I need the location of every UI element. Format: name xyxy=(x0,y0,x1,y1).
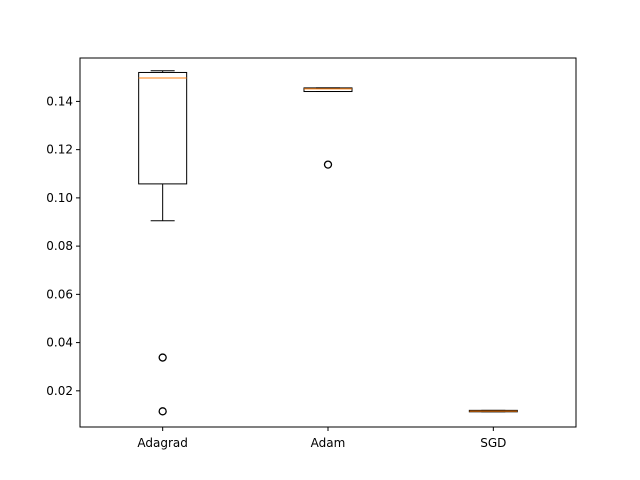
box-group-adam xyxy=(303,87,353,169)
outlier-point xyxy=(158,353,167,362)
y-axis: 0.02 0.04 0.06 0.08 0.10 0.12 0.14 xyxy=(46,94,80,398)
y-tick-label: 0.12 xyxy=(46,143,73,157)
y-tick-label: 0.10 xyxy=(46,191,73,205)
x-axis: Adagrad Adam SGD xyxy=(137,427,506,450)
outlier-point xyxy=(158,407,167,416)
box-group-sgd xyxy=(468,409,518,413)
axes-frame xyxy=(79,57,577,428)
box-group-adagrad xyxy=(138,70,188,416)
y-tick-label: 0.04 xyxy=(46,336,73,350)
box xyxy=(138,71,188,185)
outlier-point xyxy=(323,160,333,169)
y-tick-label: 0.08 xyxy=(46,239,73,253)
x-tick-label: SGD xyxy=(480,436,506,450)
box xyxy=(303,87,353,93)
y-tick-label: 0.02 xyxy=(46,384,73,398)
y-tick-label: 0.14 xyxy=(46,94,73,108)
y-tick-label: 0.06 xyxy=(46,287,73,301)
x-tick-label: Adagrad xyxy=(137,436,188,450)
x-tick-label: Adam xyxy=(311,436,346,450)
plot-area xyxy=(138,70,518,416)
